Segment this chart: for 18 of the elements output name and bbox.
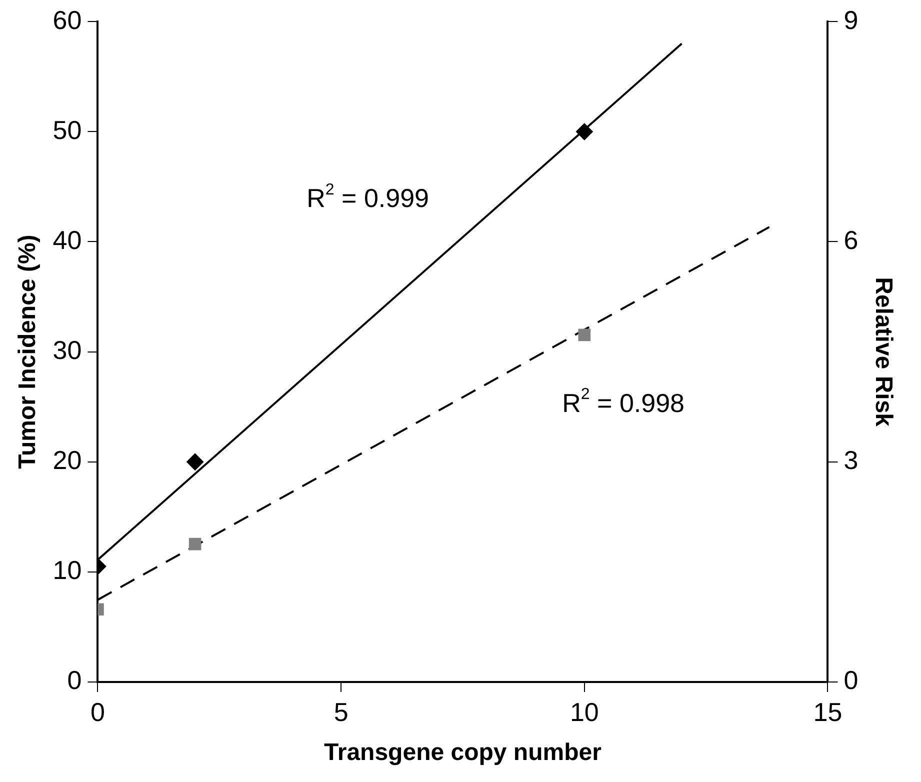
y-tick-label: 60 <box>52 4 82 35</box>
y2-tick-label: 6 <box>844 224 858 255</box>
y2-tick-label: 9 <box>844 4 858 35</box>
x-tick-label: 0 <box>90 696 105 727</box>
y-tick-label: 0 <box>67 665 82 696</box>
x-tick-label: 10 <box>570 696 599 727</box>
x-tick-label: 5 <box>334 696 348 727</box>
x-axis-title: Transgene copy number <box>324 739 602 766</box>
y-tick-label: 20 <box>52 445 82 476</box>
y-tick-label: 40 <box>52 224 82 255</box>
y2-tick-label: 0 <box>844 665 858 696</box>
y-tick-label: 50 <box>52 114 82 145</box>
y-tick-label: 10 <box>52 555 82 586</box>
y-tick-label: 30 <box>52 334 82 365</box>
x-tick-label: 15 <box>813 696 842 727</box>
y2-tick-label: 3 <box>844 445 858 476</box>
y-axis-title: Tumor Incidence (%) <box>14 234 42 469</box>
y2-axis-title: Relative Risk <box>870 277 897 428</box>
